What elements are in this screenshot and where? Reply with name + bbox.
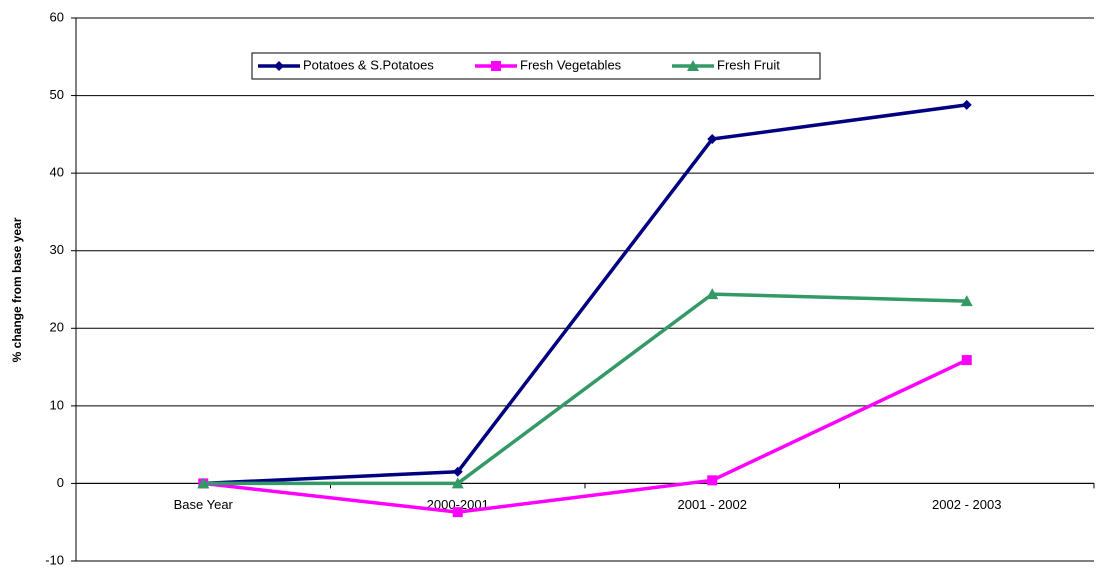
marker [687,60,699,71]
marker [451,477,464,489]
marker [274,61,284,71]
marker [707,134,718,145]
y-tick-label: -10 [45,552,64,567]
y-tick-label: 20 [50,320,64,335]
marker [707,475,718,486]
marker [960,295,973,307]
y-tick-label: 40 [50,165,64,180]
marker [197,477,210,489]
marker [452,466,463,477]
legend-label: Potatoes & S.Potatoes [303,57,434,72]
x-tick-label: 2000-2001 [427,497,489,512]
marker [452,507,463,518]
x-tick-label: 2002 - 2003 [932,497,1001,512]
legend-label: Fresh Vegetables [520,57,622,72]
legend-box [251,52,821,80]
marker [706,288,719,300]
y-tick-label: 0 [57,475,64,490]
series-line [203,103,967,486]
marker [961,99,972,110]
marker [961,355,972,366]
y-tick-label: 10 [50,397,64,412]
y-axis-label: % change from base year [10,217,24,362]
series-line [203,358,968,514]
series-line [203,292,967,486]
marker [491,61,501,71]
y-tick-label: 60 [50,9,64,24]
y-tick-label: 30 [50,242,64,257]
x-tick-label: Base Year [174,497,234,512]
x-tick-label: 2001 - 2002 [678,497,747,512]
legend-label: Fresh Fruit [717,57,780,72]
y-tick-label: 50 [50,87,64,102]
